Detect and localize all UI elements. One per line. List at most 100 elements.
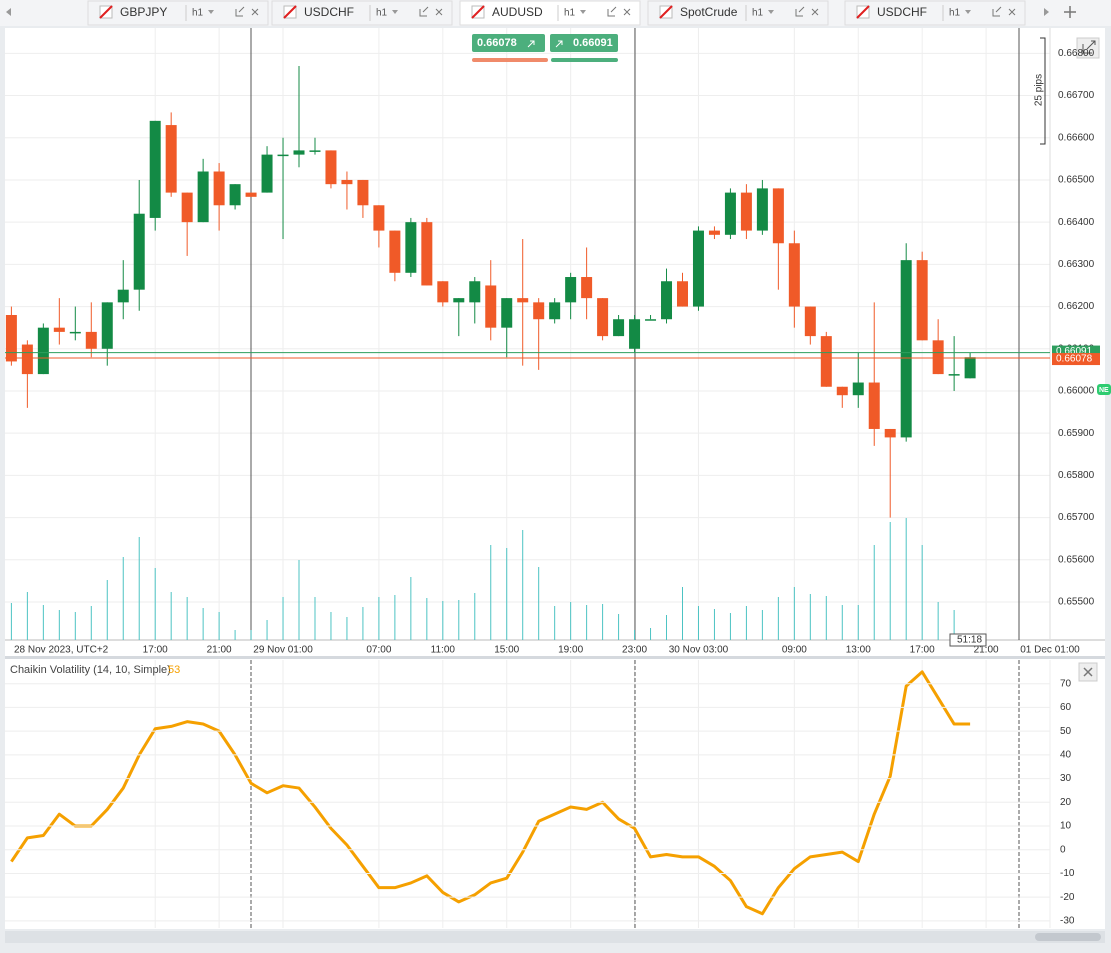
candle-body [213, 171, 225, 206]
tab-symbol: AUDUSD [492, 5, 543, 19]
tab-flag-stripe [471, 5, 485, 19]
tab-popout[interactable] [607, 6, 617, 17]
candle-body [645, 319, 657, 321]
candle-body [245, 192, 257, 197]
candle-body [325, 150, 337, 185]
popout[interactable] [1076, 37, 1100, 59]
scroll-thumb[interactable] [1035, 933, 1101, 941]
tab-dropdown[interactable] [965, 10, 971, 14]
x-tick-label: 15:00 [494, 645, 519, 656]
tab-interval: h1 [752, 8, 764, 19]
tab-close[interactable] [623, 8, 631, 16]
price-panel [5, 28, 1105, 656]
tab-flag-stripe [283, 5, 297, 19]
candle-body [357, 179, 369, 206]
y-tick-label: 0.65900 [1058, 428, 1095, 439]
y-tick-label: 20 [1060, 797, 1072, 808]
panel-separator [5, 656, 1105, 659]
y-tick-label: 0.65600 [1058, 554, 1095, 565]
sell-tile[interactable] [472, 34, 545, 52]
price-tag [1052, 353, 1100, 366]
tab[interactable] [459, 0, 641, 26]
x-tick-label: 23:00 [622, 645, 647, 656]
tab[interactable] [647, 0, 829, 26]
candle-body [597, 298, 609, 337]
y-tick-label: 0 [1060, 844, 1066, 855]
tab[interactable] [844, 0, 1026, 26]
candle-body [165, 125, 177, 193]
sell-arrow [527, 40, 535, 48]
x-tick-label: 09:00 [782, 645, 807, 656]
indicator-title: Chaikin Volatility (14, 10, Simple) [10, 664, 171, 676]
candle-body [373, 205, 385, 231]
y-tick-label: 60 [1060, 702, 1072, 713]
y-tick-label: 10 [1060, 821, 1072, 832]
y-tick-label: 0.65800 [1058, 470, 1095, 481]
tab[interactable] [271, 0, 453, 26]
candle-body [149, 120, 161, 218]
tab-dropdown[interactable] [580, 10, 586, 14]
y-tick-label: 0.66000 [1058, 386, 1095, 397]
y-tick-label: -10 [1060, 868, 1075, 879]
sell-price: 0.66078 [477, 37, 517, 49]
candle-body [261, 154, 273, 193]
y-tick-label: 0.65700 [1058, 512, 1095, 523]
tab-dropdown[interactable] [768, 10, 774, 14]
candle-body [900, 260, 912, 438]
y-tick-label: 30 [1060, 773, 1072, 784]
add-tab[interactable] [1064, 6, 1076, 18]
y-tick-label: 0.66400 [1058, 217, 1095, 228]
candle-body [309, 150, 321, 152]
buy-tile[interactable] [550, 34, 618, 52]
y-tick-label: 50 [1060, 726, 1072, 737]
candle-body [740, 192, 752, 231]
tab[interactable] [87, 0, 269, 26]
candle-body [868, 382, 880, 429]
timer: 51:18 [957, 635, 982, 646]
candle-body [661, 281, 673, 320]
candle-body [581, 277, 593, 299]
tab-dropdown[interactable] [392, 10, 398, 14]
tab-flag-stripe [856, 5, 870, 19]
pip-bracket [1040, 37, 1046, 145]
candle-body [53, 327, 65, 332]
tab-symbol: SpotCrude [680, 5, 738, 19]
scroll-left[interactable] [6, 8, 11, 16]
candle-body [453, 298, 465, 303]
tab-interval: h1 [949, 8, 961, 19]
candle-body [37, 327, 49, 375]
tab-popout[interactable] [992, 6, 1002, 17]
x-tick-label: 01 Dec 01:00 [1020, 645, 1080, 656]
y-tick-label: 0.66500 [1058, 175, 1095, 186]
y-tick-label: 0.66300 [1058, 259, 1095, 270]
scroll-right[interactable] [1044, 8, 1049, 16]
tab-interval: h1 [564, 8, 576, 19]
buy-arrow [555, 40, 563, 48]
candle-body [549, 302, 561, 320]
price-tag-label: 0.66091 [1056, 346, 1093, 357]
y-tick-label: 0.66700 [1058, 90, 1095, 101]
indicator-close[interactable] [1078, 662, 1098, 682]
tab-close[interactable] [811, 8, 819, 16]
candle-body [613, 319, 625, 337]
tab-popout[interactable] [235, 6, 245, 17]
candle-body [421, 222, 433, 286]
y-tick-label: 0.65500 [1058, 597, 1095, 608]
x-tick-label: 13:00 [846, 645, 871, 656]
candle-body [21, 344, 33, 375]
tab-dropdown[interactable] [208, 10, 214, 14]
candle-body [724, 192, 736, 235]
x-axis-label: 28 Nov 2023, UTC+2 [14, 645, 109, 656]
buy-bar [551, 58, 618, 62]
scrollbar[interactable] [5, 931, 1105, 943]
candle-body [756, 188, 768, 231]
tab-popout[interactable] [419, 6, 429, 17]
x-tick-label: 21:00 [207, 645, 232, 656]
tab-popout[interactable] [795, 6, 805, 17]
tab-close[interactable] [1008, 8, 1016, 16]
candle-body [117, 289, 129, 303]
tab-close[interactable] [435, 8, 443, 16]
tab-close[interactable] [251, 8, 259, 16]
candle-body [884, 428, 896, 438]
